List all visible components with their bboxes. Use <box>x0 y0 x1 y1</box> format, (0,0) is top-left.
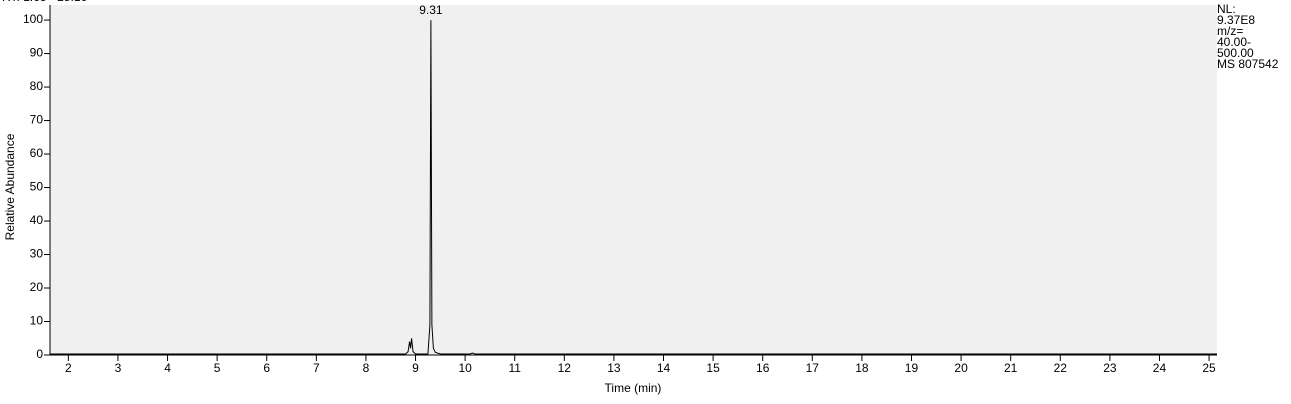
x-tick-label: 15 <box>706 361 720 375</box>
y-tick-label: 10 <box>30 314 44 328</box>
y-tick-label: 20 <box>30 280 44 294</box>
x-tick-label: 16 <box>756 361 770 375</box>
header: RT: 1.63 - 25.16 <box>2 0 87 4</box>
annotation-line: MS 807542 <box>1217 57 1279 71</box>
x-tick-label: 21 <box>1004 361 1018 375</box>
annotation-line: 40.00- <box>1217 35 1251 49</box>
x-tick-label: 13 <box>607 361 621 375</box>
y-tick-label: 70 <box>30 113 44 127</box>
x-tick-label: 25 <box>1202 361 1216 375</box>
y-tick-label: 40 <box>30 213 44 227</box>
x-tick-label: 7 <box>313 361 320 375</box>
x-axis-label: Time (min) <box>605 381 662 395</box>
peak-label: 9.31 <box>419 3 443 17</box>
x-tick-label: 9 <box>412 361 419 375</box>
y-axis-label: Relative Abundance <box>3 133 17 240</box>
annotation-line: 9.37E8 <box>1217 13 1255 27</box>
y-tick-label: 100 <box>23 12 43 26</box>
x-tick-label: 22 <box>1054 361 1068 375</box>
x-tick-label: 3 <box>115 361 122 375</box>
x-tick-label: 17 <box>806 361 820 375</box>
annotation-line: 500.00 <box>1217 46 1254 60</box>
y-tick-label: 90 <box>30 46 44 60</box>
chromatogram-line <box>50 20 1217 355</box>
y-tick-label: 60 <box>30 146 44 160</box>
x-tick-label: 5 <box>214 361 221 375</box>
x-tick-label: 11 <box>508 361 521 375</box>
x-tick-label: 20 <box>954 361 968 375</box>
x-tick-label: 18 <box>855 361 869 375</box>
y-tick-label: 0 <box>36 347 43 361</box>
x-tick-label: 12 <box>558 361 572 375</box>
x-tick-label: 23 <box>1103 361 1117 375</box>
y-tick-label: 50 <box>30 180 44 194</box>
annotation-line: NL: <box>1217 2 1236 16</box>
x-tick-label: 2 <box>65 361 72 375</box>
x-tick-label: 19 <box>905 361 919 375</box>
x-tick-label: 8 <box>363 361 370 375</box>
annotation-line: m/z= <box>1217 24 1243 38</box>
x-tick-label: 14 <box>657 361 671 375</box>
x-tick-label: 24 <box>1153 361 1167 375</box>
x-tick-label: 6 <box>263 361 270 375</box>
y-tick-label: 80 <box>30 79 44 93</box>
x-tick-label: 10 <box>458 361 472 375</box>
y-tick-label: 30 <box>30 247 44 261</box>
x-tick-label: 4 <box>164 361 171 375</box>
plot-area <box>50 5 1217 355</box>
